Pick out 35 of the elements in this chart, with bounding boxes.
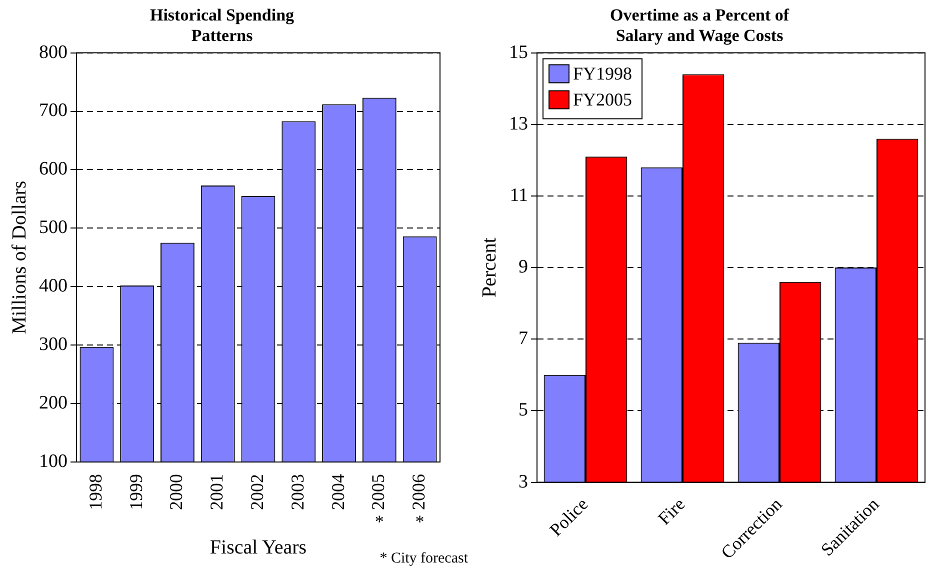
x-tick-label: 1998: [85, 474, 106, 510]
y-tick-label: 700: [39, 100, 68, 122]
y-tick-label: 600: [39, 158, 68, 180]
y-tick-label: 13: [509, 113, 528, 134]
x-tick-label: 2000: [166, 474, 186, 510]
annotation: *: [415, 512, 424, 532]
annotation: *: [374, 512, 384, 532]
chart-title: Historical Spending Patterns: [150, 6, 295, 45]
y-tick-label: 3: [518, 471, 528, 492]
y-axis-title: Millions of Dollars: [8, 180, 30, 334]
text: * City forecast: [380, 550, 469, 566]
legend-label: FY2005: [573, 90, 632, 110]
y-tick-label: 800: [39, 42, 68, 63]
y-tick-label: 500: [39, 217, 68, 238]
y-tick-label: 11: [510, 184, 528, 206]
x-tick-label: 2005: [368, 474, 388, 510]
y-tick-label: 7: [518, 328, 528, 350]
chart-title: Overtime as a Percent of Salary and Wage Costs: [610, 6, 790, 45]
y-axis-title: Percent: [478, 237, 500, 298]
x-tick-label: 1999: [126, 474, 146, 510]
x-tick-label: 2004: [328, 474, 348, 510]
legend-label: FY1998: [573, 64, 632, 84]
y-tick-label: 100: [39, 450, 68, 472]
y-tick-label: 9: [518, 256, 528, 278]
x-tick-label: 2006: [408, 474, 429, 510]
y-tick-label: 300: [39, 334, 68, 356]
x-axis-title: Fiscal Years: [210, 536, 307, 558]
y-tick-label: 400: [39, 276, 68, 297]
x-tick-label: 2002: [246, 474, 267, 510]
x-tick-label: Fire: [654, 494, 689, 529]
x-tick-label: 2003: [287, 474, 308, 510]
y-tick-label: 15: [509, 42, 528, 63]
x-tick-label: 2001: [206, 474, 227, 510]
y-tick-label: 200: [39, 392, 68, 414]
y-tick-label: 5: [518, 400, 528, 421]
